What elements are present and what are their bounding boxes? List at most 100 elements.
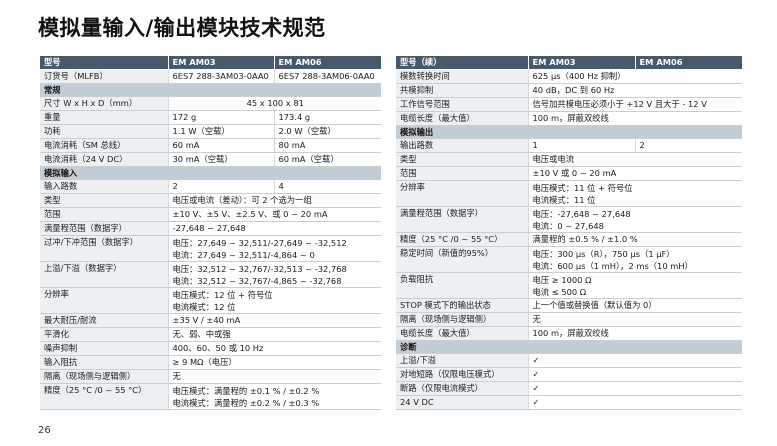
spec-value: 电压：27,649 ~ 32,511/-27,649 ~ -32,512 电流：2… [167, 235, 381, 262]
spec-value-am03: 6ES7 288-3AM03-0AA0 [167, 69, 274, 84]
table-row: 电流消耗（24 V DC） 30 mA（空载） 60 mA（空载） [40, 152, 381, 167]
spec-label: 精度（25 °C /0 ~ 55 °C） [40, 383, 168, 410]
table-row: 满量程范围（数据字） 电压：-27,648 ~ 27,648 电流：0 ~ 27,6… [396, 206, 742, 233]
spec-value-am06: 80 mA [273, 138, 381, 153]
table-header: 型号（续） EM AM03 EM AM06 [396, 56, 743, 70]
table-row: 电缆长度（最大值） 100 m，屏蔽双绞线 [396, 326, 742, 341]
spec-value: ✓ [527, 395, 742, 410]
table-row: 隔离（现场侧与逻辑侧）无 [396, 312, 742, 327]
section-label: 模拟输入 [40, 166, 381, 180]
spec-value-line: 电压：300 µs（R），750 µs（1 µF） [532, 249, 675, 259]
table-row: 过冲/下冲范围（数据字） 电压：27,649 ~ 32,511/-27,649 ~… [40, 235, 381, 262]
spec-value: 无、弱、中或强 [167, 327, 381, 342]
spec-value: ✓ [527, 353, 742, 368]
spec-value-am06: 6ES7 288-3AM06-0AA0 [273, 69, 381, 84]
spec-value-line: 电压：27,649 ~ 32,511/-27,649 ~ -32,512 [172, 238, 347, 248]
header-cell: 型号（续） [396, 56, 529, 70]
spec-value-line: 电流模式：12 位 [172, 302, 236, 312]
table-header: 型号 EM AM03 EM AM06 [40, 56, 382, 70]
spec-value-am03: 172 g [167, 110, 274, 125]
spec-value: 电压 ≥ 1000 Ω 电流 ≤ 500 Ω [527, 272, 742, 299]
table-row: 输出路数 1 2 [396, 138, 742, 153]
spec-value-line: 电流模式：11 位 [532, 195, 596, 205]
spec-label: 满量程范围（数据字） [396, 206, 528, 233]
spec-label: 过冲/下冲范围（数据字） [40, 235, 168, 262]
spec-label: 分辨率 [40, 287, 168, 314]
spec-label: 电缆长度（最大值） [396, 111, 528, 126]
table-row: 上溢/下溢（数据字） 电压：32,512 ~ 32,767/-32,513 ~ -… [40, 261, 381, 288]
spec-table-right: 型号（续） EM AM03 EM AM06 模数转换时间 625 µs（400 Hz 抑… [396, 56, 743, 410]
spec-label: 精度（25 °C /0 ~ 55 °C） [396, 232, 528, 247]
spec-label: 输入阻抗 [40, 355, 168, 370]
spec-label: 电缆长度（最大值） [396, 326, 528, 341]
table-row: 重量 172 g 173.4 g [40, 110, 381, 125]
spec-label: 工作信号范围 [396, 97, 528, 112]
spec-label: 分辨率 [396, 180, 528, 207]
spec-value: 信号加共模电压必须小于 +12 V 且大于 - 12 V [527, 97, 742, 112]
spec-table-left: 型号 EM AM03 EM AM06 订货号（MLFB） 6ES7 288-3AM03-… [40, 56, 382, 410]
spec-value: 100 m，屏蔽双绞线 [527, 111, 742, 126]
spec-value: 电压模式：11 位 + 符号位 电流模式：11 位 [527, 180, 742, 207]
page-title: 模拟量输入/输出模块技术规范 [38, 16, 326, 40]
spec-label: 上溢/下溢 [396, 353, 528, 368]
table-row: 最大耐压/耐流 ±35 V / ±40 mA [40, 313, 381, 328]
spec-value-line: 电流：0 ~ 27,648 [532, 221, 604, 231]
spec-label: 订货号（MLFB） [40, 69, 168, 84]
table-row: 类型 电压或电流 [396, 152, 742, 167]
spec-value-line: 电压模式：11 位 + 符号位 [532, 183, 633, 193]
table-row: 范围 ±10 V、±5 V、±2.5 V、或 0 ~ 20 mA [40, 207, 381, 222]
header-cell: 型号 [40, 56, 169, 70]
header-cell: EM AM06 [274, 56, 382, 70]
spec-value-line: 电压模式：12 位 + 符号位 [172, 290, 273, 300]
table-row: 共模抑制 40 dB，DC 到 60 Hz [396, 83, 742, 98]
section-label: 常规 [40, 83, 381, 97]
spec-value: 电压模式：12 位 + 符号位 电流模式：12 位 [167, 287, 381, 314]
spec-label: 噪声抑制 [40, 341, 168, 356]
spec-value: ±35 V / ±40 mA [167, 313, 381, 328]
page-number: 26 [38, 425, 51, 436]
spec-value-line: 电流模式：满量程的 ±0.2 % / ±0.3 % [172, 398, 320, 408]
spec-value: 无 [167, 369, 381, 384]
spec-label: 平滑化 [40, 327, 168, 342]
table-row: 精度（25 °C /0 ~ 55 °C） 电压模式：满量程的 ±0.1 % / ±… [40, 383, 381, 410]
spec-value-line: 电流 ≤ 500 Ω [532, 287, 587, 297]
spec-value: 电压：300 µs（R），750 µs（1 µF） 电流：600 µs（1 mH）… [527, 246, 742, 273]
spec-value-am03: 1.1 W（空载） [167, 124, 274, 139]
table-row: 输入阻抗 ≥ 9 MΩ（电压） [40, 355, 381, 370]
spec-label: 输出路数 [396, 138, 528, 153]
spec-value: 40 dB，DC 到 60 Hz [527, 83, 742, 98]
table-row: 类型 电压或电流（差动）：可 2 个选为一组 [40, 193, 381, 208]
table-row: 范围 ±10 V 或 0 ~ 20 mA [396, 166, 742, 181]
table-row: 隔离（现场侧与逻辑侧）无 [40, 369, 381, 384]
table-row: 噪声抑制 400、60、50 或 10 Hz [40, 341, 381, 356]
spec-value: 无 [527, 312, 742, 327]
spec-label: 范围 [396, 166, 528, 181]
table-row: 分辨率 电压模式：11 位 + 符号位 电流模式：11 位 [396, 180, 742, 207]
spec-label: 重量 [40, 110, 168, 125]
spec-value-am06: 2 [634, 138, 742, 153]
table-row: 满量程范围（数据字） -27,648 ~ 27,648 [40, 221, 381, 236]
spec-label: 模数转换时间 [396, 69, 528, 84]
spec-value-line: 电压：-27,648 ~ 27,648 [532, 209, 631, 219]
table-row: 稳定时间（新值的95%） 电压：300 µs（R），750 µs（1 µF） 电流：… [396, 246, 742, 273]
spec-value-line: 电流：600 µs（1 mH），2 ms（10 mH） [532, 261, 693, 271]
table-row: STOP 模式下的输出状态 上一个值或替换值（默认值为 0） [396, 298, 742, 313]
spec-label: 断路（仅限电流模式） [396, 381, 528, 396]
spec-label: 共模抑制 [396, 83, 528, 98]
spec-label: 稳定时间（新值的95%） [396, 246, 528, 273]
table-row: 尺寸 W x H x D（mm） 45 x 100 x 81 [40, 96, 381, 111]
spec-label: 范围 [40, 207, 168, 222]
spec-value: 电压模式：满量程的 ±0.1 % / ±0.2 % 电流模式：满量程的 ±0.2 … [167, 383, 381, 410]
table-row: 平滑化 无、弱、中或强 [40, 327, 381, 342]
spec-value-line: 电压：32,512 ~ 32,767/-32,513 ~ -32,768 [172, 264, 347, 274]
spec-label: 对地短路（仅限电压模式） [396, 367, 528, 382]
spec-value-line: 电流：32,512 ~ 32,767/-4,865 ~ -32,768 [172, 276, 342, 286]
spec-value-am06: 60 mA（空载） [273, 152, 381, 167]
spec-value-line: 电压模式：满量程的 ±0.1 % / ±0.2 % [172, 386, 320, 396]
table-row: 模数转换时间 625 µs（400 Hz 抑制） [396, 69, 742, 84]
spec-label: 类型 [396, 152, 528, 167]
table-row: 订货号（MLFB） 6ES7 288-3AM03-0AA0 6ES7 288-3AM… [40, 69, 381, 84]
spec-label: 隔离（现场侧与逻辑侧） [396, 312, 528, 327]
table-row: 电流消耗（SM 总线） 60 mA 80 mA [40, 138, 381, 153]
spec-value-am06: 173.4 g [273, 110, 381, 125]
